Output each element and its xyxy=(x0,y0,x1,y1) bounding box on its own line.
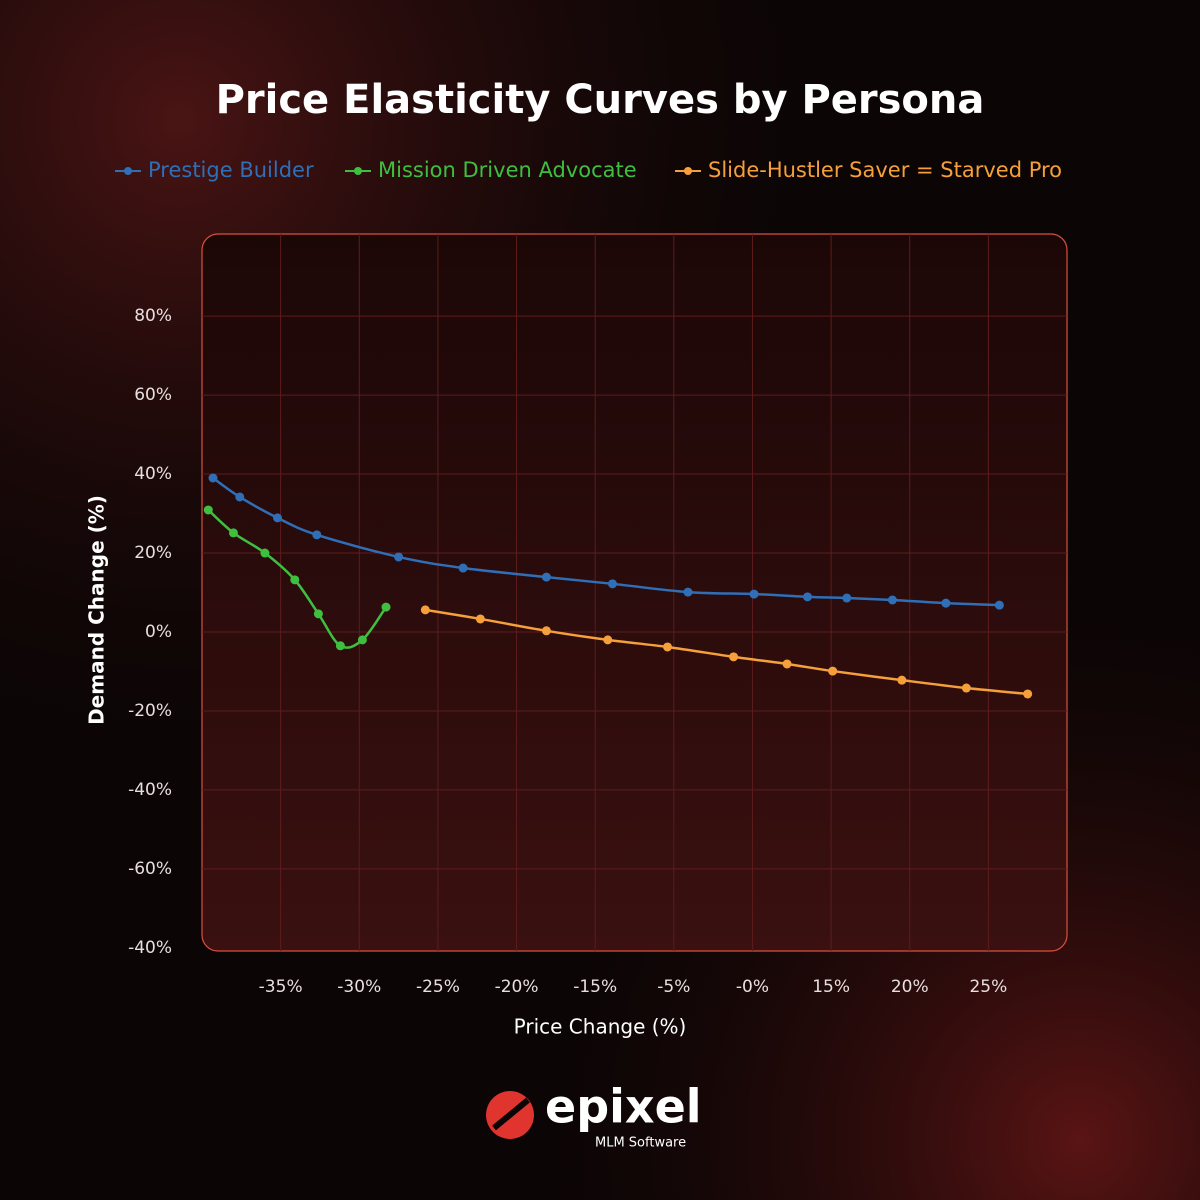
data-point xyxy=(208,473,218,483)
data-point xyxy=(541,626,551,636)
logo-tagline: MLM Software xyxy=(595,1136,686,1151)
grid xyxy=(202,234,1067,951)
y-tick-label: 40% xyxy=(134,464,172,484)
data-point xyxy=(475,614,485,624)
logo: epixel MLM Software xyxy=(486,1080,702,1151)
data-point xyxy=(607,579,617,589)
y-tick-label: -60% xyxy=(128,859,172,879)
data-point xyxy=(313,609,323,619)
legend-swatch-dot xyxy=(354,167,362,175)
data-point xyxy=(749,589,759,599)
legend-swatch-dot xyxy=(684,167,692,175)
data-point xyxy=(290,575,300,585)
data-point xyxy=(683,587,693,597)
data-point xyxy=(603,635,613,645)
plot-area xyxy=(201,233,1068,952)
data-point xyxy=(394,552,404,562)
legend-label: Slide-Hustler Saver = Starved Pro xyxy=(708,158,1062,182)
legend-label: Prestige Builder xyxy=(148,158,314,182)
data-point xyxy=(357,635,367,645)
data-point xyxy=(828,666,838,676)
y-tick-label: -40% xyxy=(128,780,172,800)
data-point xyxy=(312,530,322,540)
data-point xyxy=(228,528,238,538)
data-point xyxy=(381,602,391,612)
data-point xyxy=(994,600,1004,610)
legend-label: Mission Driven Advocate xyxy=(378,158,637,182)
data-point xyxy=(887,595,897,605)
data-point xyxy=(420,605,430,615)
data-point xyxy=(260,548,270,558)
data-point xyxy=(1023,689,1033,699)
data-point xyxy=(458,563,468,573)
data-point xyxy=(941,598,951,608)
series-line xyxy=(212,476,1000,607)
x-tick-label: -20% xyxy=(495,977,539,997)
x-tick-label: -5% xyxy=(657,977,690,997)
y-tick-label: 80% xyxy=(134,306,172,326)
data-point xyxy=(897,675,907,685)
data-point xyxy=(541,572,551,582)
y-tick-label: 60% xyxy=(134,385,172,405)
x-tick-label: -15% xyxy=(573,977,617,997)
data-point xyxy=(803,592,812,602)
y-tick-label: 0% xyxy=(145,622,172,642)
x-tick-label: 20% xyxy=(891,977,929,997)
y-tick-label: -40% xyxy=(128,938,172,958)
data-point xyxy=(729,652,739,662)
y-tick-label: 20% xyxy=(134,543,172,563)
logo-icon-slash xyxy=(492,1097,530,1131)
data-point xyxy=(272,513,282,523)
data-point xyxy=(842,593,852,603)
x-tick-label: -25% xyxy=(416,977,460,997)
x-tick-label: -0% xyxy=(736,977,769,997)
y-axis-label: Demand Change (%) xyxy=(85,495,109,725)
data-point xyxy=(782,659,792,669)
y-tick-label: -20% xyxy=(128,701,172,721)
data-point xyxy=(663,642,673,652)
logo-brand: epixel xyxy=(545,1080,702,1134)
data-point xyxy=(203,505,213,515)
data-point xyxy=(961,683,971,693)
x-axis-label: Price Change (%) xyxy=(514,1015,687,1039)
chart-title: Price Elasticity Curves by Persona xyxy=(216,77,985,123)
x-tick-label: -35% xyxy=(259,977,303,997)
data-point xyxy=(235,492,245,502)
legend-item: Slide-Hustler Saver = Starved Pro xyxy=(675,158,1062,182)
legend-swatch-dot xyxy=(124,167,132,175)
x-tick-label: 25% xyxy=(969,977,1007,997)
legend-item: Mission Driven Advocate xyxy=(345,158,637,182)
x-tick-label: 15% xyxy=(812,977,850,997)
data-point xyxy=(335,641,345,651)
x-tick-label: -30% xyxy=(337,977,381,997)
legend-item: Prestige Builder xyxy=(115,158,314,182)
